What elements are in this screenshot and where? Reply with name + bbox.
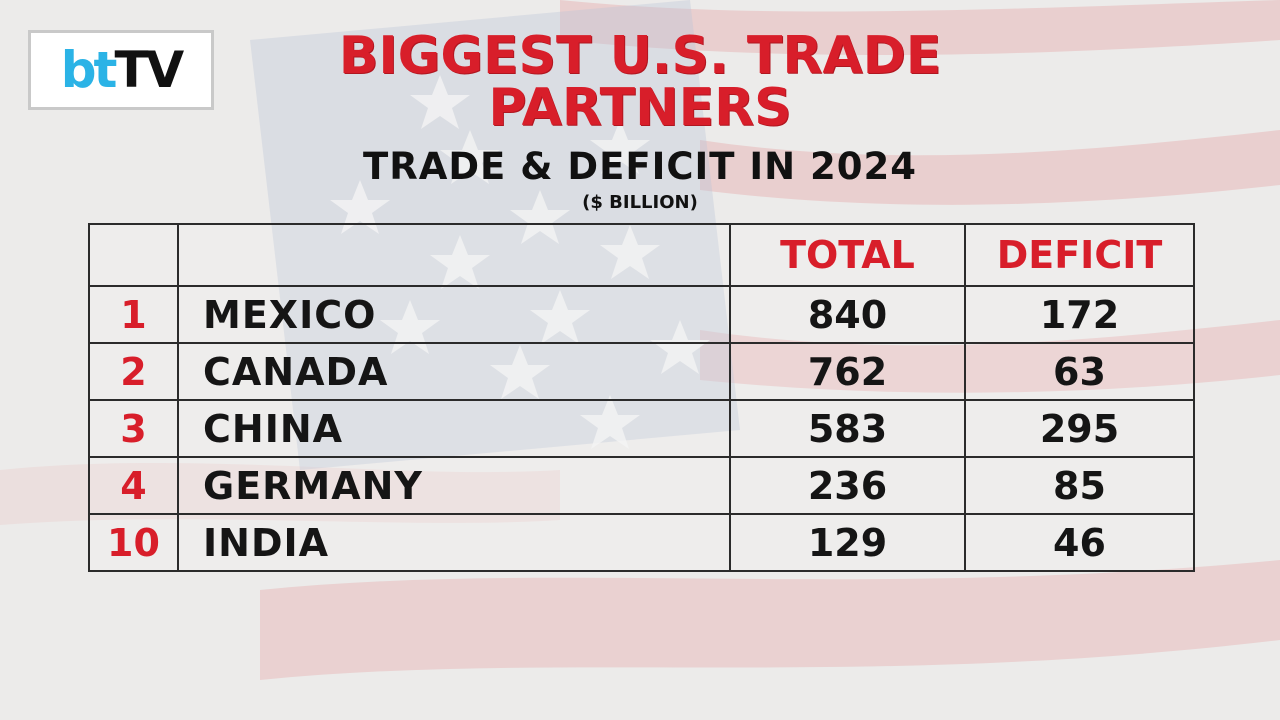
table-row: 1 MEXICO 840 172 — [88, 285, 1195, 344]
deficit-cell: 172 — [964, 285, 1195, 344]
unit-label: ($ BILLION) — [582, 192, 698, 213]
total-cell: 840 — [729, 285, 966, 344]
deficit-cell: 63 — [964, 342, 1195, 401]
deficit-cell: 46 — [964, 513, 1195, 572]
total-cell: 762 — [729, 342, 966, 401]
rank-cell: 4 — [88, 456, 179, 515]
header-country — [177, 223, 731, 287]
header-rank — [88, 223, 179, 287]
deficit-cell: 295 — [964, 399, 1195, 458]
chart-title: BIGGEST U.S. TRADE PARTNERS — [240, 30, 1040, 134]
table-row: 4 GERMANY 236 85 — [88, 456, 1195, 515]
table-row: 3 CHINA 583 295 — [88, 399, 1195, 458]
title-line-1: BIGGEST U.S. TRADE — [338, 26, 942, 86]
country-cell: GERMANY — [177, 456, 731, 515]
country-cell: CANADA — [177, 342, 731, 401]
chart-subtitle: TRADE & DEFICIT IN 2024 — [362, 145, 918, 188]
total-cell: 583 — [729, 399, 966, 458]
table-row: 2 CANADA 762 63 — [88, 342, 1195, 401]
rank-cell: 3 — [88, 399, 179, 458]
header-total: TOTAL — [729, 223, 966, 287]
bttv-logo: bt TV — [28, 30, 214, 110]
table-row: 10 INDIA 129 46 — [88, 513, 1195, 572]
country-cell: MEXICO — [177, 285, 731, 344]
deficit-cell: 85 — [964, 456, 1195, 515]
rank-cell: 1 — [88, 285, 179, 344]
header-deficit: DEFICIT — [964, 223, 1195, 287]
rank-cell: 10 — [88, 513, 179, 572]
table-header-row: TOTAL DEFICIT — [88, 223, 1195, 287]
country-cell: CHINA — [177, 399, 731, 458]
logo-tv: TV — [114, 41, 184, 99]
country-cell: INDIA — [177, 513, 731, 572]
total-cell: 236 — [729, 456, 966, 515]
logo-bt: bt — [60, 41, 118, 99]
title-line-2: PARTNERS — [488, 78, 792, 138]
rank-cell: 2 — [88, 342, 179, 401]
trade-table: TOTAL DEFICIT 1 MEXICO 840 172 2 CANADA … — [88, 223, 1195, 572]
total-cell: 129 — [729, 513, 966, 572]
